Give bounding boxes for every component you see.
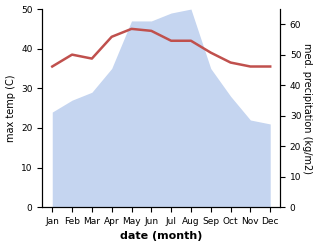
X-axis label: date (month): date (month): [120, 231, 203, 242]
Y-axis label: max temp (C): max temp (C): [5, 74, 16, 142]
Y-axis label: med. precipitation (kg/m2): med. precipitation (kg/m2): [302, 43, 313, 174]
